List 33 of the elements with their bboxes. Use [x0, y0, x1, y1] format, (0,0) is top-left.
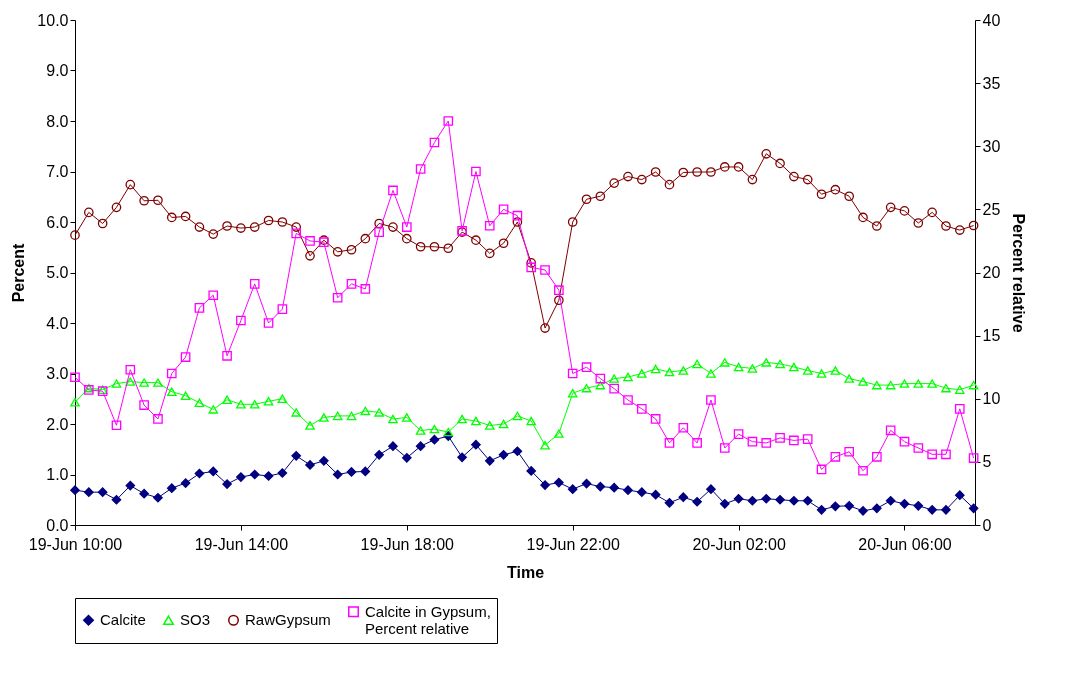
legend-label: RawGypsum [245, 611, 331, 629]
legend-label: SO3 [180, 611, 211, 629]
x-tick-label: 19-Jun 22:00 [526, 535, 620, 553]
x-tick-label: 20-Jun 02:00 [692, 535, 786, 553]
y-tick-label: 3.0 [46, 365, 69, 382]
y-tick-label: 5.0 [46, 264, 69, 281]
x-tick-label: 20-Jun 06:00 [858, 535, 952, 553]
y2-tick-label: 25 [982, 200, 1001, 218]
y-axis-title: Percent [10, 242, 28, 303]
y-tick-label: 4.0 [46, 314, 69, 332]
y-tick-label: 8.0 [46, 112, 69, 130]
y2-axis-title: Percent relative [1010, 213, 1028, 333]
legend-label: Calcite [100, 611, 146, 629]
y2-tick-label: 30 [982, 137, 1001, 155]
y-tick-label: 2.0 [46, 415, 69, 433]
y-tick-label: 6.0 [46, 213, 69, 231]
y-tick-label: 9.0 [46, 62, 69, 79]
x-tick-label: 19-Jun 18:00 [360, 535, 455, 553]
y2-tick-label: 35 [982, 74, 1001, 92]
y2-tick-label: 15 [982, 327, 1001, 345]
y-tick-label: 0.0 [46, 516, 69, 534]
y2-tick-label: 5 [982, 453, 992, 471]
x-tick-label: 19-Jun 10:00 [28, 535, 123, 553]
y2-tick-label: 0 [982, 516, 992, 534]
y2-tick-label: 20 [982, 264, 1001, 281]
y-tick-label: 1.0 [46, 466, 69, 483]
y2-tick-label: 40 [982, 11, 1001, 29]
x-axis-title: Time [506, 563, 545, 581]
legend-label: Calcite in Gypsum, Percent relative [365, 602, 491, 637]
y2-tick-label: 10 [982, 390, 1001, 408]
y-tick-label: 7.0 [46, 163, 69, 180]
y-tick-label: 10.0 [37, 11, 69, 29]
x-tick-label: 19-Jun 14:00 [194, 535, 289, 553]
